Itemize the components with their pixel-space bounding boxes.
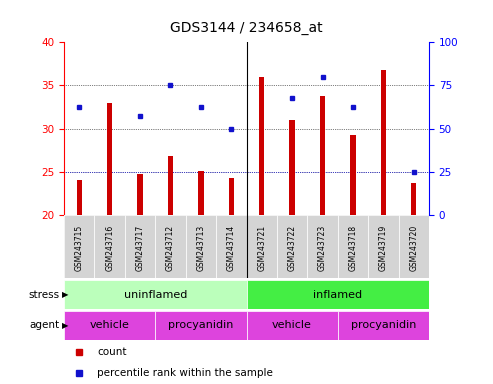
Bar	[398, 215, 429, 278]
Text: percentile rank within the sample: percentile rank within the sample	[97, 368, 273, 379]
Bar	[107, 103, 112, 215]
Bar	[125, 215, 155, 278]
Text: GSM243723: GSM243723	[318, 225, 327, 271]
Text: count: count	[97, 347, 126, 358]
Text: vehicle: vehicle	[272, 320, 312, 331]
Bar	[259, 77, 264, 215]
Text: procyanidin: procyanidin	[351, 320, 416, 331]
Text: GSM243718: GSM243718	[349, 225, 357, 271]
Text: vehicle: vehicle	[90, 320, 130, 331]
Text: ▶: ▶	[62, 290, 68, 299]
Text: GSM243719: GSM243719	[379, 225, 388, 271]
Bar	[368, 215, 398, 278]
Text: GSM243720: GSM243720	[409, 225, 418, 271]
Text: GSM243716: GSM243716	[105, 225, 114, 271]
Bar	[138, 174, 143, 215]
Text: GSM243721: GSM243721	[257, 225, 266, 271]
Bar	[64, 215, 95, 278]
Bar	[246, 215, 277, 278]
Bar	[229, 178, 234, 215]
Bar	[155, 215, 186, 278]
Text: uninflamed: uninflamed	[124, 290, 187, 300]
Bar	[95, 215, 125, 278]
Text: agent: agent	[29, 320, 59, 331]
Text: GDS3144 / 234658_at: GDS3144 / 234658_at	[170, 21, 323, 35]
Bar	[307, 215, 338, 278]
Bar	[155, 311, 246, 340]
Bar	[350, 135, 355, 215]
Text: GSM243713: GSM243713	[196, 225, 206, 271]
Bar	[338, 311, 429, 340]
Bar	[411, 183, 417, 215]
Bar	[338, 215, 368, 278]
Bar	[289, 120, 295, 215]
Bar	[64, 280, 246, 309]
Bar	[198, 171, 204, 215]
Text: GSM243714: GSM243714	[227, 225, 236, 271]
Bar	[76, 180, 82, 215]
Bar	[277, 215, 307, 278]
Text: GSM243722: GSM243722	[287, 225, 297, 271]
Text: procyanidin: procyanidin	[168, 320, 234, 331]
Text: stress: stress	[28, 290, 59, 300]
Bar	[246, 280, 429, 309]
Bar	[168, 156, 173, 215]
Text: GSM243712: GSM243712	[166, 225, 175, 271]
Text: GSM243717: GSM243717	[136, 225, 144, 271]
Bar	[64, 311, 155, 340]
Bar	[216, 215, 246, 278]
Text: ▶: ▶	[62, 321, 68, 330]
Text: GSM243715: GSM243715	[75, 225, 84, 271]
Bar	[320, 96, 325, 215]
Bar	[186, 215, 216, 278]
Bar	[246, 311, 338, 340]
Bar	[381, 70, 386, 215]
Text: inflamed: inflamed	[313, 290, 362, 300]
